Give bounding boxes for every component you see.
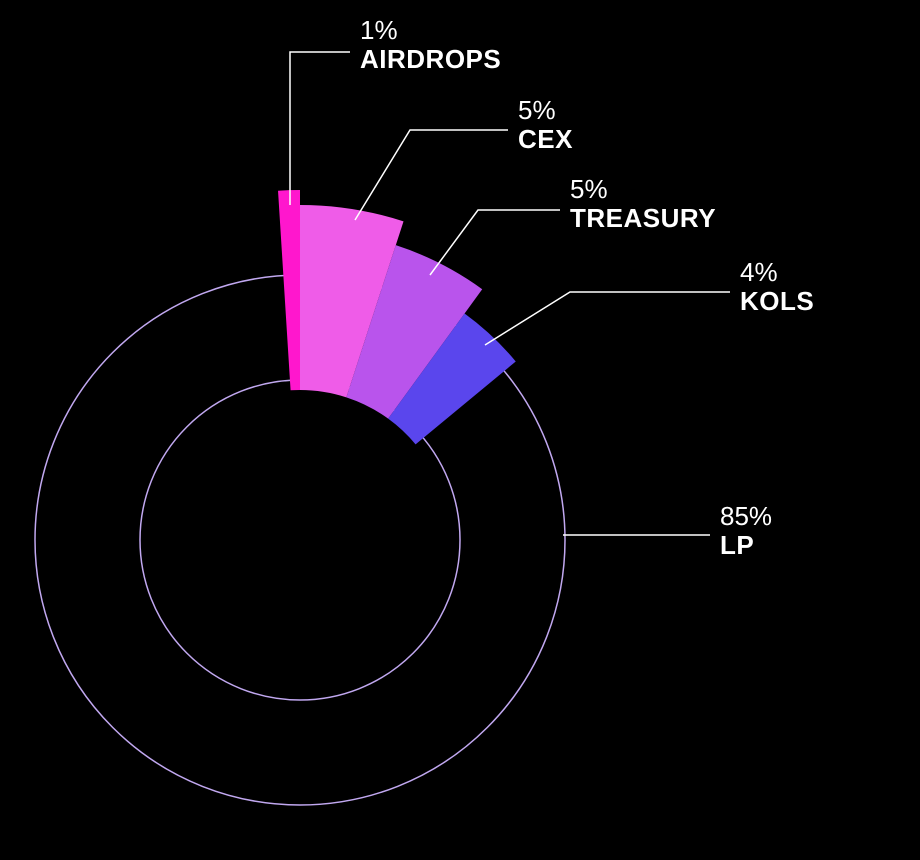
label-name: TREASURY: [570, 204, 716, 233]
label-name: CEX: [518, 125, 573, 154]
label-percent: 5%: [570, 175, 716, 204]
label-name: KOLS: [740, 287, 814, 316]
leader-kols: [485, 292, 730, 345]
label-lp: 85%LP: [720, 502, 772, 559]
label-percent: 85%: [720, 502, 772, 531]
label-percent: 4%: [740, 258, 814, 287]
label-airdrops: 1%AIRDROPS: [360, 16, 501, 73]
leader-cex: [355, 130, 508, 220]
label-kols: 4%KOLS: [740, 258, 814, 315]
label-percent: 1%: [360, 16, 501, 45]
leader-airdrops: [290, 52, 350, 205]
slice-airdrops: [278, 190, 300, 390]
label-percent: 5%: [518, 96, 573, 125]
label-name: AIRDROPS: [360, 45, 501, 74]
label-treasury: 5%TREASURY: [570, 175, 716, 232]
allocation-chart: [0, 0, 920, 860]
label-name: LP: [720, 531, 772, 560]
label-cex: 5%CEX: [518, 96, 573, 153]
leader-treasury: [430, 210, 560, 275]
